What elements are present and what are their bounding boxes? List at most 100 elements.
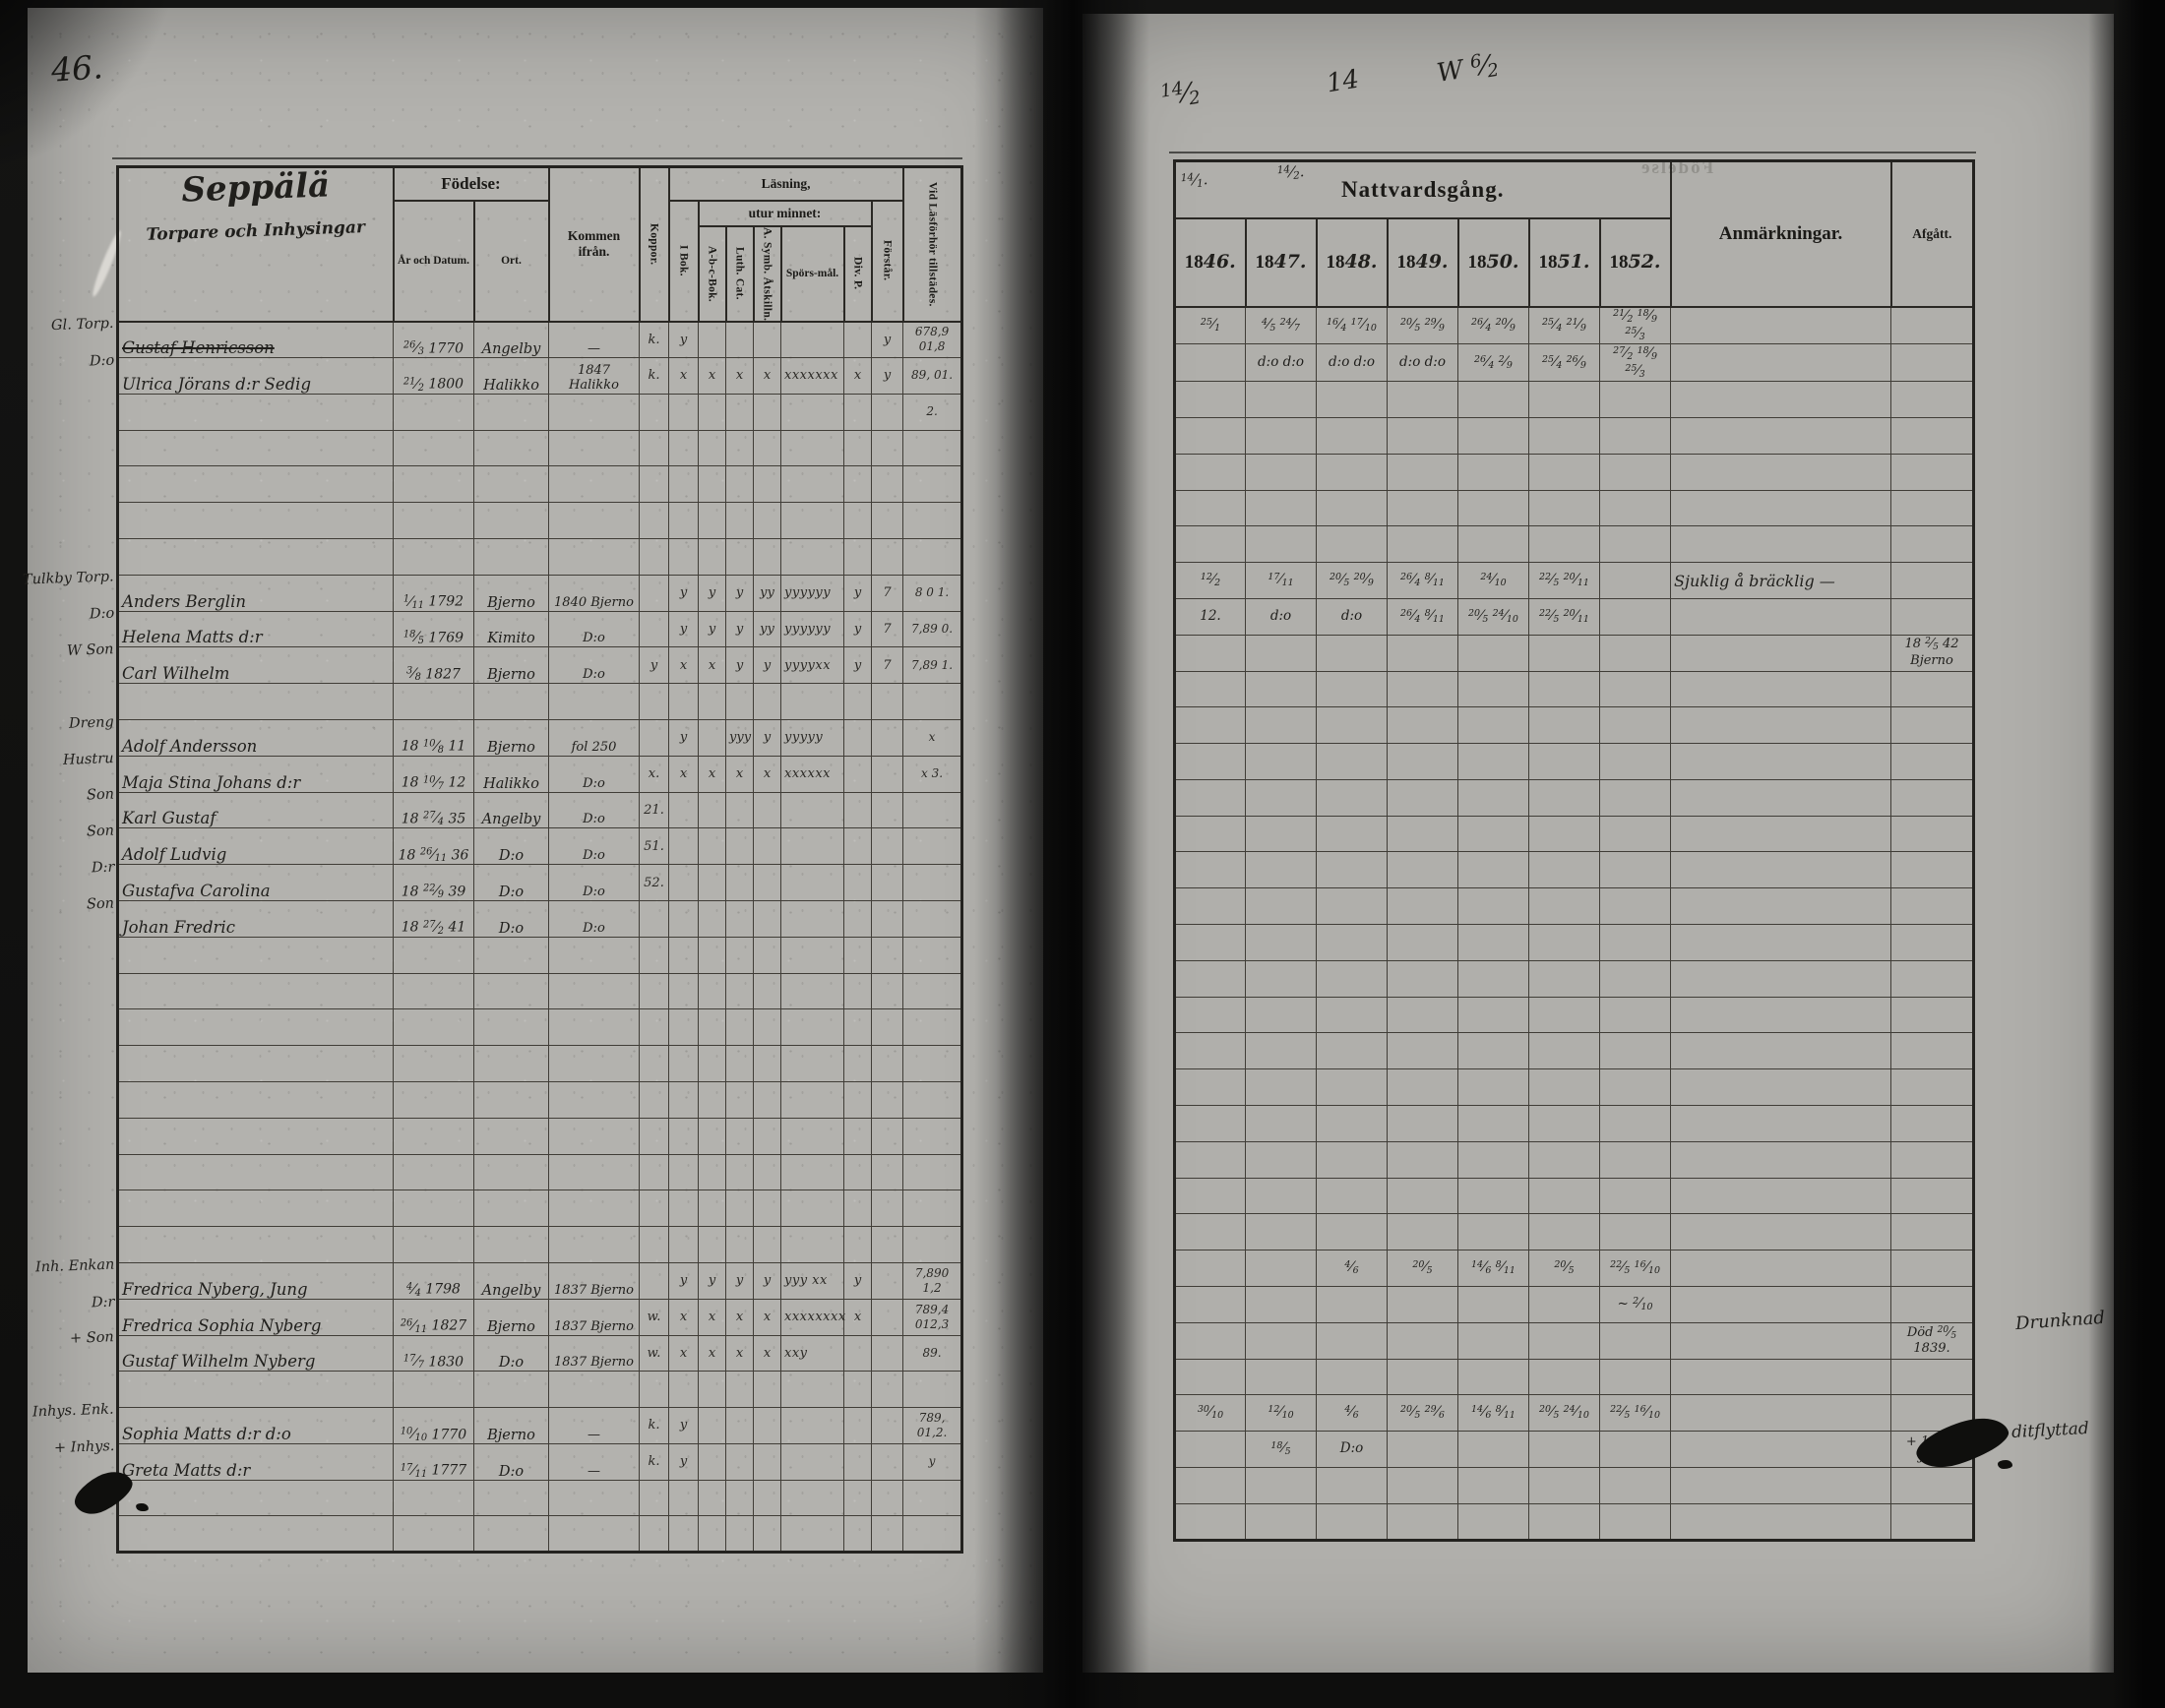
right-table-row: ~ 2⁄10: [1174, 1286, 1975, 1323]
cell-communion-1848: 4⁄6: [1316, 1394, 1388, 1433]
cell-luth: y: [725, 610, 754, 648]
cell-communion-1849: [1387, 706, 1458, 745]
cell-name: Gustaf Henricsson: [117, 321, 394, 358]
cell-communion-1847: [1245, 1032, 1317, 1070]
communion-record-table: Nattvardsgång. Anmärkningar. Afgått. 184…: [1173, 159, 1976, 1542]
right-table-row: [1174, 1105, 1975, 1142]
right-table-row: [1174, 815, 1975, 853]
cell-communion-1848: [1316, 1358, 1388, 1396]
cell-communion-1852: [1598, 1213, 1672, 1251]
cell-communion-1849: 20⁄5 29⁄6: [1387, 1394, 1458, 1433]
left-table-row: [117, 1226, 963, 1263]
cell-communion-1849: [1387, 996, 1458, 1034]
cell-afgatt: [1890, 743, 1975, 780]
cell-divp: [843, 1080, 872, 1119]
cell-vidlas: [902, 465, 963, 504]
cell-name: Karl Gustaf: [117, 791, 394, 829]
cell-forstar: y: [870, 321, 904, 358]
left-table-row: [117, 502, 963, 539]
cell-koppor: 21.: [639, 791, 669, 829]
cell-forstar: [870, 1226, 904, 1263]
cell-communion-1847: [1245, 381, 1317, 418]
handwritten-margin-note: Drunknad: [2014, 1307, 2106, 1335]
cell-communion-1847: [1245, 634, 1317, 672]
cell-ort: [473, 1371, 549, 1409]
cell-communion-1848: [1316, 743, 1388, 780]
cell-koppor: 51.: [639, 827, 669, 866]
cell-communion-1852: [1598, 453, 1672, 491]
cell-kommen: 1837 Bjerno: [548, 1334, 640, 1372]
cell-divp: [843, 683, 872, 720]
cell-ort: [473, 502, 549, 539]
cell-ort: D:o: [473, 1334, 549, 1372]
cell-datum: [393, 1008, 474, 1047]
cell-divp: [843, 393, 872, 431]
cell-communion-1849: 26⁄4 8⁄11: [1387, 597, 1458, 636]
left-table-row: [117, 1515, 963, 1554]
cell-name: Anders Berglin: [117, 574, 394, 612]
cell-divp: y: [843, 646, 872, 685]
cell-abc: [698, 1190, 726, 1228]
handwritten-margin-note: ditflyttad: [2010, 1418, 2090, 1443]
cell-forstar: [870, 936, 904, 974]
cell-anmarkning: [1670, 670, 1892, 708]
cell-communion-1846: [1174, 743, 1246, 780]
cell-kommen: [548, 1153, 640, 1191]
cell-anmarkning: [1670, 634, 1892, 672]
cell-communion-1848: [1316, 1213, 1388, 1251]
cell-divp: [843, 537, 872, 576]
cell-anmarkning: [1670, 1032, 1892, 1070]
cell-datum: 1⁄11 1792: [393, 574, 474, 612]
cell-communion-1846: [1174, 1358, 1246, 1396]
right-table-row: [1174, 851, 1975, 889]
left-table-row: Gustafva Carolina 18 22⁄9 39 D:o D:o 52.: [117, 864, 963, 901]
cell-ibok: x: [668, 646, 699, 685]
cell-communion-1850: [1457, 381, 1529, 418]
cell-vidlas: [902, 864, 963, 901]
right-table-row: [1174, 924, 1975, 961]
left-table-row: Adolf Andersson 18 10⁄8 11 Bjerno fol 250 y y…: [117, 718, 963, 757]
cell-anmarkning: [1670, 489, 1892, 527]
row-margin-label: Dreng: [68, 714, 115, 732]
cell-forstar: [870, 827, 904, 866]
right-table-row: 4⁄6 20⁄5 14⁄6 8⁄11 20⁄5 22⁄5 16⁄10: [1174, 1250, 1975, 1288]
cell-forstar: 7: [870, 610, 904, 648]
cell-communion-1852: 21⁄2 18⁄9 25⁄3: [1598, 305, 1672, 345]
cell-communion-1848: [1316, 670, 1388, 708]
cell-communion-1846: 12⁄2: [1174, 562, 1246, 599]
cell-ibok: y: [668, 1407, 699, 1444]
cell-communion-1847: [1245, 453, 1317, 491]
cell-afgatt: Död 20⁄5 1839.: [1890, 1321, 1975, 1360]
cell-afgatt: [1890, 525, 1975, 564]
cell-communion-1847: [1245, 670, 1317, 708]
cell-divp: [843, 1226, 872, 1263]
cell-communion-1849: [1387, 1032, 1458, 1070]
cell-communion-1850: [1457, 1140, 1529, 1179]
cell-symb: [753, 1442, 781, 1481]
cell-spors: [780, 791, 844, 829]
cell-communion-1851: [1528, 887, 1600, 926]
cell-anmarkning: [1670, 778, 1892, 817]
cell-symb: [753, 465, 781, 504]
cell-ibok: [668, 1515, 699, 1554]
row-margin-label: Son: [86, 786, 115, 804]
cell-forstar: [870, 1334, 904, 1372]
cell-communion-1852: 22⁄5 16⁄10: [1598, 1250, 1672, 1288]
cell-name: Greta Matts d:r: [117, 1442, 394, 1481]
cell-name: [117, 1479, 394, 1517]
cell-anmarkning: [1670, 343, 1892, 383]
header-row-1: Seppälä Torpare och Inhysingar Födelse: …: [116, 165, 963, 323]
cell-kommen: [548, 502, 640, 539]
cell-symb: [753, 321, 781, 358]
cell-communion-1849: [1387, 1177, 1458, 1215]
cell-spors: xxxxxx: [780, 755, 844, 793]
cell-luth: [725, 1515, 754, 1554]
cell-communion-1852: [1598, 1140, 1672, 1179]
cell-vidlas: [902, 502, 963, 539]
cell-spors: [780, 1117, 844, 1155]
right-page: Födelse Nattvardsgång. Anmärkningar. Afg…: [1082, 14, 2114, 1673]
cell-vidlas: 89, 01.: [902, 356, 963, 395]
cell-communion-1851: [1528, 815, 1600, 853]
cell-ort: Kimito: [473, 610, 549, 648]
cell-afgatt: [1890, 597, 1975, 636]
